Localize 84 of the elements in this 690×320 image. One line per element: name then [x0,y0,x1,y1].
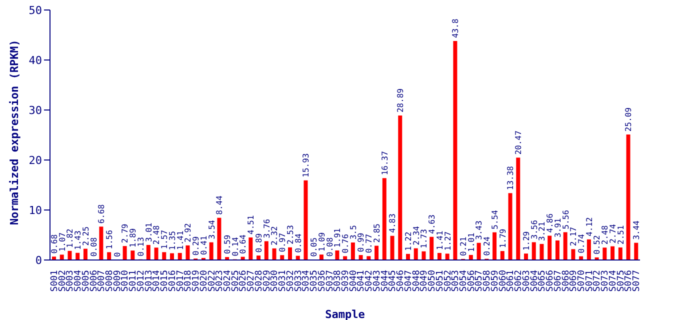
data-label: 1.91 [333,228,342,248]
data-label: 1.41 [176,230,185,250]
data-label: 0.89 [254,233,264,253]
data-label: 0.05 [310,237,319,257]
data-label: 0.24 [482,236,492,256]
data-label: 3.44 [632,220,642,240]
data-label: 3.76 [262,218,272,238]
data-label: 0.99 [356,232,366,252]
data-label: 2.53 [286,224,295,244]
y-axis-title: Normalized expression (RPKM) [8,40,21,225]
data-label: 15.93 [302,153,311,178]
y-tick-label: 30 [28,104,42,117]
data-label: 6.68 [97,204,106,224]
data-label: 2.25 [81,226,90,246]
data-label: 13.38 [506,166,516,190]
data-label: 0.84 [294,233,303,253]
data-label: 0.14 [230,236,240,256]
data-label: 4.86 [546,213,555,233]
data-label: 20.47 [514,130,524,155]
data-label: 3.21 [538,222,547,241]
data-label: 3.01 [144,222,154,242]
data-label: 2.79 [120,224,130,244]
data-label: 4.51 [246,215,256,234]
data-label: 28.89 [396,88,406,113]
data-label: 2.92 [184,222,193,242]
data-label: 8.44 [215,195,224,215]
data-label: 0.41 [199,236,208,255]
data-label: 2.32 [270,226,280,246]
data-label: 1.82 [66,228,75,248]
data-label: 2.48 [152,225,162,245]
data-label: 16.37 [380,150,390,176]
data-label: 1.79 [498,228,508,248]
data-label: 0.13 [136,236,146,256]
data-label: 43.8 [451,18,460,38]
data-label: 0.29 [192,236,201,256]
data-label: 4.63 [428,214,437,234]
x-tick-label: S077 [632,270,642,292]
data-label: 25.09 [624,107,634,132]
data-label: 3.56 [530,220,539,240]
data-label: 0 [112,252,122,257]
data-label: 0.08 [89,237,98,257]
data-label: 0.76 [341,234,350,254]
y-tick-label: 50 [28,4,42,17]
data-label: 1.29 [522,231,531,251]
data-label: 3.43 [474,220,484,240]
data-label: 0.77 [364,234,374,254]
data-label: 0.52 [592,234,602,254]
data-label: 3.91 [553,218,562,238]
data-label: 4.83 [388,213,398,233]
data-label: 1.27 [443,231,452,251]
data-label: 1.41 [435,230,444,250]
data-label: 0.97 [278,232,288,252]
y-tick-label: 20 [28,154,42,167]
data-label: 2.17 [569,226,578,246]
data-label: 3.5 [348,224,358,240]
data-label: 1.07 [58,232,67,252]
data-label: 1.57 [160,230,170,250]
data-label: 0.21 [459,236,468,256]
data-label: 0.64 [238,234,248,254]
data-label: 5.54 [490,210,500,230]
data-label: 2.34 [412,226,421,246]
data-label: 2.85 [372,223,382,243]
data-label: 1.09 [317,232,326,252]
data-label: 2.74 [608,224,618,244]
data-label: 4.12 [584,216,594,236]
data-label: 1.73 [420,228,429,248]
data-label: 0.74 [577,234,586,254]
data-label: 3.54 [207,220,216,240]
y-tick-label: 0 [35,254,42,267]
data-label: 0.59 [223,234,232,254]
data-label: 1.56 [105,230,114,250]
data-label: 5.56 [561,210,570,230]
data-label: 2.51 [616,225,626,244]
data-label: 1.89 [128,228,138,248]
y-tick-label: 40 [28,54,42,67]
data-label: 2.48 [600,225,610,245]
data-label: 0.08 [325,237,334,257]
x-axis-title: Sample [325,308,366,320]
y-tick-label: 10 [28,204,42,217]
data-label: 0.68 [50,234,59,254]
data-label: 1.43 [74,230,83,250]
data-label: 1.35 [168,230,177,250]
data-label: 1.01 [466,232,476,252]
data-label: 1.22 [404,231,413,251]
